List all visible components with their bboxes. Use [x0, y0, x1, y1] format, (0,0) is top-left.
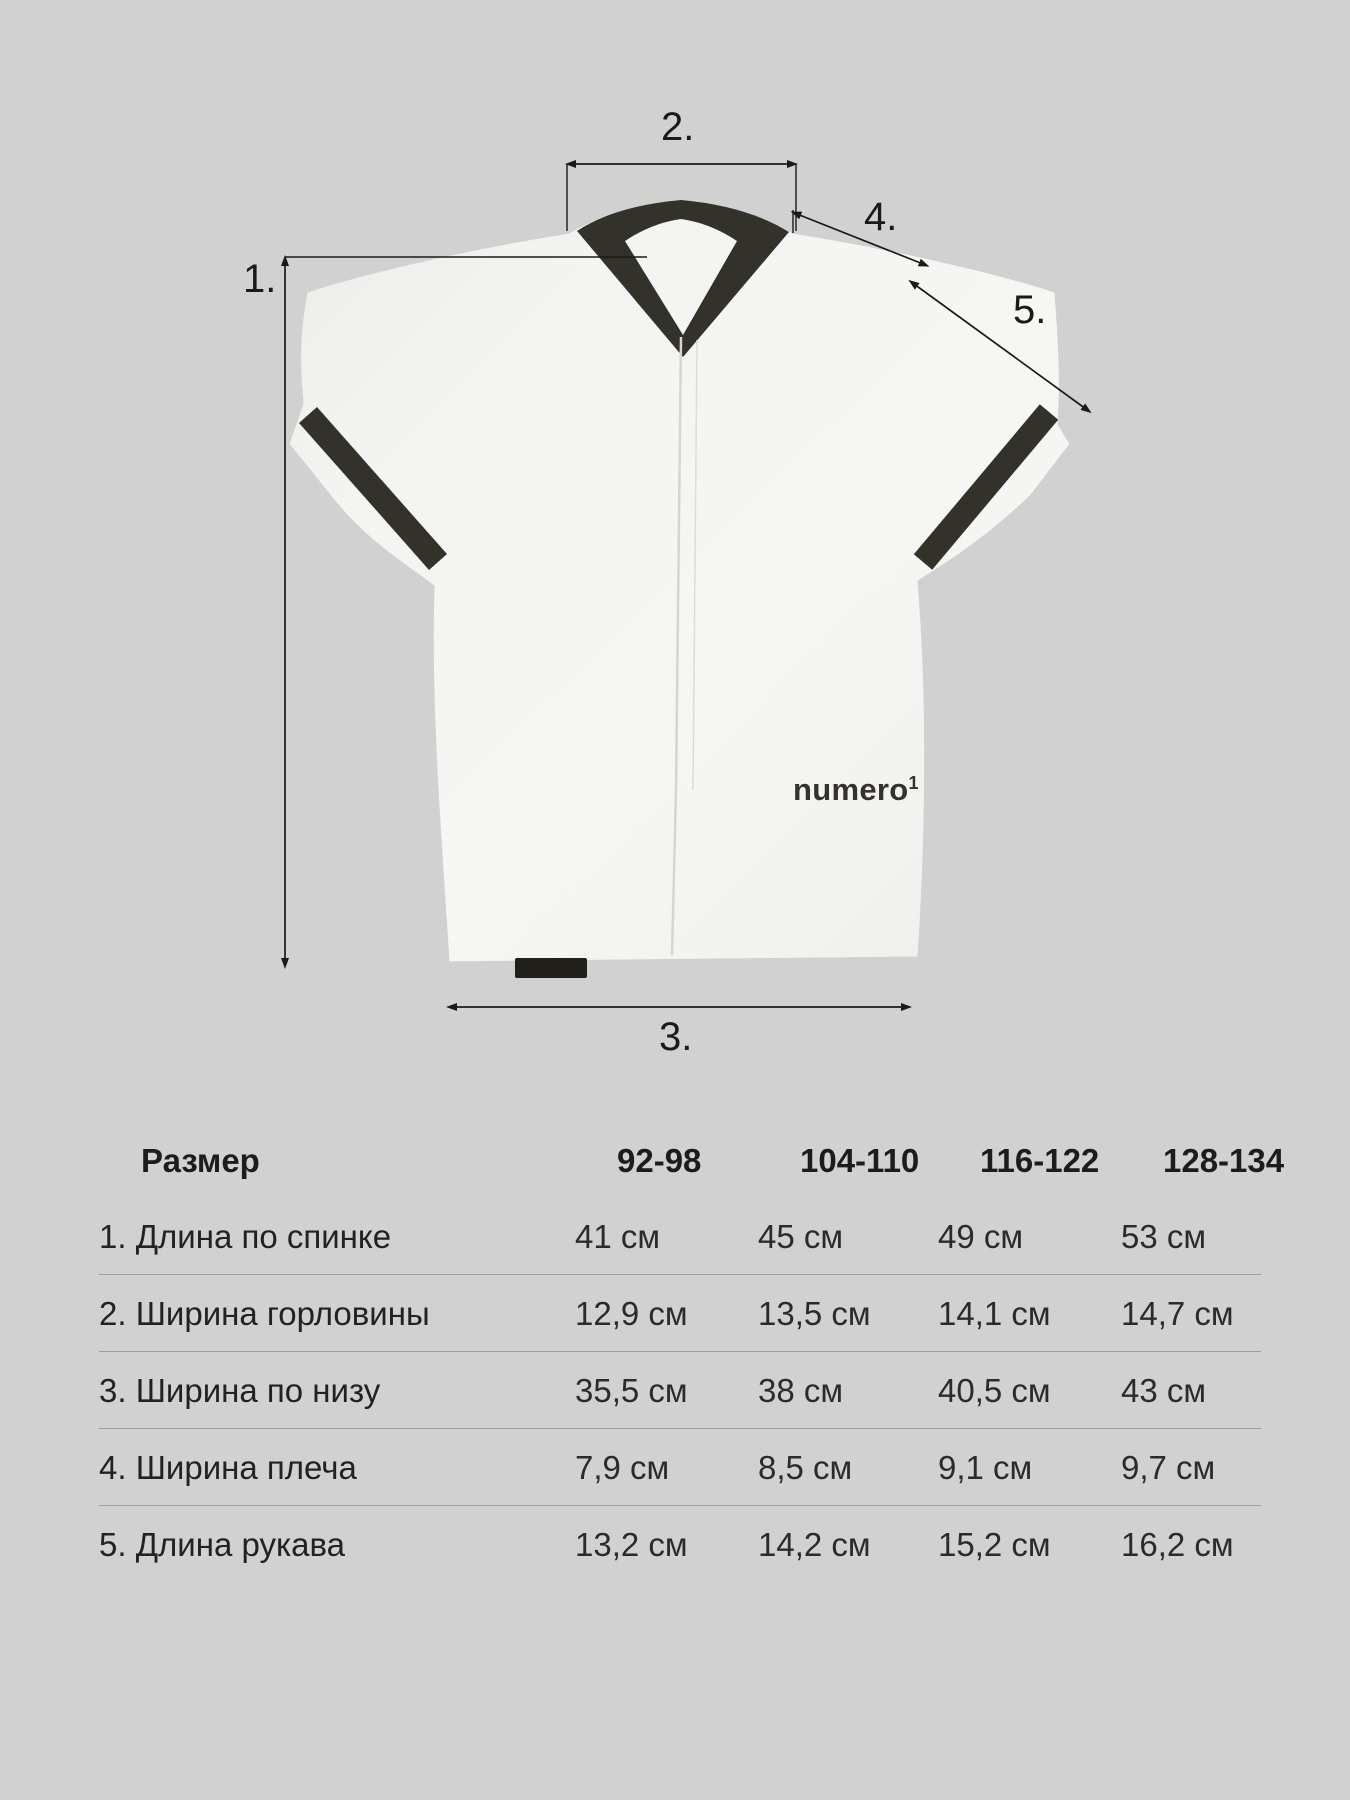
svg-text:5.: 5. [1013, 288, 1046, 332]
svg-text:3.: 3. [659, 1015, 692, 1059]
svg-text:4.: 4. [864, 195, 897, 239]
svg-text:1.: 1. [243, 257, 276, 301]
svg-text:2.: 2. [661, 105, 694, 149]
